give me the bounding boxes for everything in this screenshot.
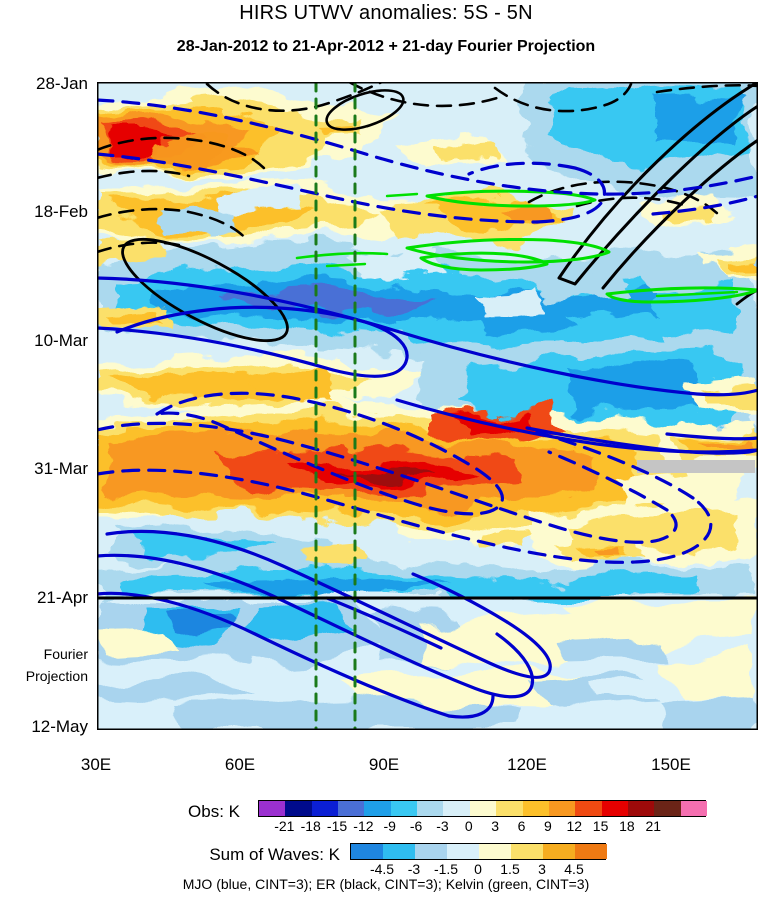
x-axis-label-3: 120E (507, 755, 547, 774)
colorbar-tick-label: -6 (409, 818, 423, 834)
colorbar-swatch (496, 801, 523, 816)
colorbar-swatch (654, 801, 681, 816)
colorbar-swatch (364, 801, 391, 816)
colorbar-swatch (479, 844, 511, 859)
colorbar-tick-label: -12 (353, 818, 374, 834)
hovmoller-plot (97, 82, 758, 730)
colorbar-tick-label: -3 (407, 861, 421, 877)
colorbar-swatch (601, 801, 628, 816)
page-subtitle: 28-Jan-2012 to 21-Apr-2012 + 21-day Four… (176, 38, 596, 55)
y-axis-label-4: 21-Apr (36, 588, 88, 607)
page-title: HIRS UTWV anomalies: 5S - 5N (239, 2, 533, 24)
colorbar-swatch (259, 801, 286, 816)
colorbar-tick-label: 3 (538, 861, 546, 877)
mjo-contours (97, 98, 758, 719)
colorbar-swatch (575, 801, 602, 816)
colorbar-tick-label: -9 (383, 818, 396, 834)
colorbar-tick-label: -4.5 (369, 861, 395, 877)
y-axis-label-5: 12-May (31, 717, 88, 736)
colorbar-tick-label: -21 (274, 818, 295, 834)
colorbar-tick-label: 12 (566, 818, 583, 834)
colorbar-swatch (447, 844, 479, 859)
x-axis-label-4: 150E (651, 755, 691, 774)
colorbar-swatch (338, 801, 365, 816)
colorbar-swatch (417, 801, 444, 816)
kelvin-contours (295, 189, 758, 304)
colorbar-swatch (443, 801, 470, 816)
colorbar-swatch (575, 844, 607, 859)
fourier-projection-note-line2: Projection (25, 668, 88, 684)
colorbar-tick-label: -18 (300, 818, 321, 834)
colorbar-swatch (415, 844, 447, 859)
obs-colorbar-label: Obs: K (188, 802, 240, 821)
colorbar-tick-label: 0 (464, 818, 473, 834)
colorbar-swatch (390, 801, 418, 816)
colorbar-tick-label: -3 (436, 818, 449, 834)
obs-colorbar (258, 800, 707, 817)
y-axis-label-0: 28-Jan (36, 74, 88, 93)
overlay-legend-caption: MJO (blue, CINT=3); ER (black, CINT=3); … (182, 876, 590, 892)
colorbar-tick-label: -15 (326, 818, 348, 834)
fourier-projection-note-line1: Fourier (43, 646, 88, 662)
colorbar-swatch (548, 801, 576, 816)
missing-data-stripe (637, 460, 755, 473)
waves-colorbar (350, 843, 607, 860)
colorbar-swatch (627, 801, 655, 816)
colorbar-tick-label: 15 (592, 818, 609, 834)
colorbar-tick-label: 1.5 (500, 861, 520, 877)
reference-longitude-lines (314, 82, 357, 730)
colorbar-tick-label: 6 (517, 818, 526, 834)
colorbar-swatch (285, 801, 312, 816)
x-axis-label-0: 30E (80, 755, 112, 774)
colorbar-tick-label: -1.5 (433, 861, 459, 877)
colorbar-tick-label: 21 (645, 818, 662, 834)
colorbar-tick-label: 9 (543, 818, 552, 834)
colorbar-swatch (469, 801, 497, 816)
colorbar-swatch (522, 801, 549, 816)
y-axis-label-1: 18-Feb (34, 202, 88, 221)
y-axis-label-3: 31-Mar (34, 459, 88, 478)
colorbar-tick-label: 18 (619, 818, 635, 834)
colorbar-swatch (543, 844, 575, 859)
x-axis-label-2: 90E (368, 755, 400, 774)
waves-colorbar-ticks: -4.5 -3 -1.5 0 1.5 3 4.5 (0, 861, 772, 881)
colorbar-swatch (680, 801, 707, 816)
y-axis-label-2: 10-Mar (34, 331, 88, 350)
x-axis-label-1: 60E (224, 755, 256, 774)
er-contours (97, 82, 758, 343)
colorbar-swatch (383, 844, 415, 859)
waves-colorbar-label: Sum of Waves: K (209, 845, 340, 864)
colorbar-tick-label: 0 (474, 861, 482, 877)
colorbar-tick-label: 3 (491, 818, 500, 834)
obs-colorbar-ticks: -21 -18 -15 -12 -9 -6 -3 0 3 6 9 12 15 18 21 (0, 818, 772, 838)
colorbar-swatch (311, 801, 339, 816)
colorbar-tick-label: 4.5 (564, 861, 584, 877)
colorbar-swatch (511, 844, 543, 859)
colorbar-swatch (351, 844, 383, 859)
